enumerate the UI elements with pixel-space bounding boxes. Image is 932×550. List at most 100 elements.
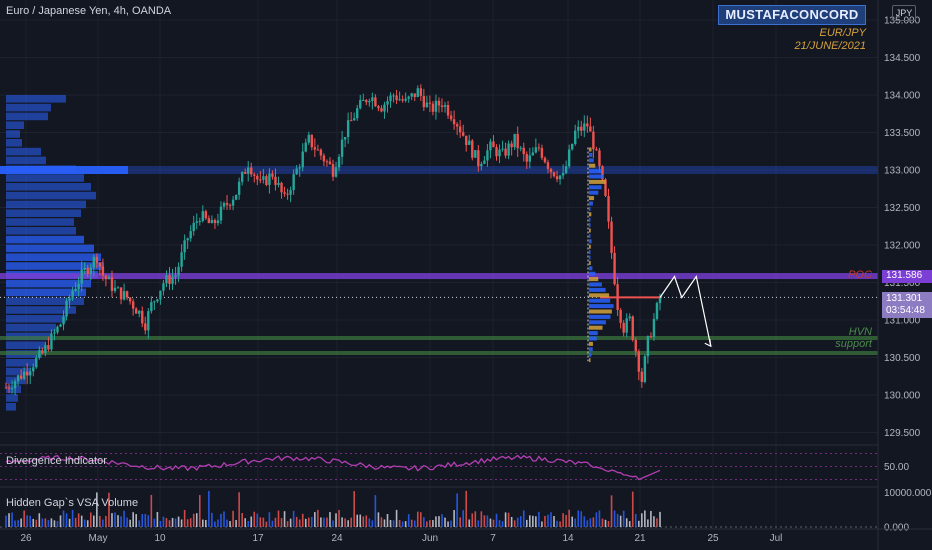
candle-body <box>250 167 253 175</box>
time-tick-label: 17 <box>252 533 264 544</box>
candle-body <box>555 176 559 180</box>
candle-body <box>498 149 501 157</box>
session-profile-bar <box>589 271 596 276</box>
candle-body <box>516 133 519 149</box>
time-tick-label: 21 <box>634 533 646 544</box>
volume-bar <box>150 494 153 527</box>
chart-title[interactable]: Euro / Japanese Yen, 4h, OANDA <box>6 5 172 17</box>
candle-body <box>286 193 289 195</box>
candle-body <box>328 161 332 165</box>
volume-bar <box>610 495 613 527</box>
volume-title[interactable]: Hidden Gap`s VSA Volume <box>6 497 139 509</box>
volume-bar <box>423 517 425 527</box>
candle-body <box>213 220 217 224</box>
volume-bar <box>541 521 543 527</box>
volume-bar <box>174 518 177 527</box>
volume-bar <box>344 518 346 527</box>
volume-bar <box>559 521 561 527</box>
volume-bar <box>89 512 92 527</box>
oscillator-title[interactable]: Divergence Indicator <box>6 455 107 467</box>
candle-body <box>62 316 65 325</box>
volume-bar <box>86 520 89 527</box>
projection-path <box>659 275 712 348</box>
candle-body <box>59 324 62 327</box>
candle-body <box>522 147 525 155</box>
volume-bar <box>171 517 174 527</box>
candle-body <box>77 283 80 289</box>
candle-body <box>89 267 92 274</box>
volume-bar <box>350 517 352 527</box>
candle-body <box>377 106 380 109</box>
candle-body <box>198 221 201 223</box>
volume-bar <box>195 513 198 527</box>
volume-bar <box>283 511 286 527</box>
volume-bar <box>326 517 328 527</box>
volume-bar <box>465 490 468 527</box>
candle-body <box>652 318 656 338</box>
profile-bar <box>6 394 18 402</box>
volume-bar <box>229 521 231 527</box>
candle-body <box>437 100 441 106</box>
volume-bar <box>238 492 240 527</box>
volume-bar <box>426 521 428 527</box>
time-tick-label: 7 <box>490 533 496 544</box>
volume-bar <box>368 518 371 527</box>
session-profile-bar <box>589 190 599 195</box>
candle-body <box>334 167 338 177</box>
candle-body <box>425 102 429 108</box>
volume-bar <box>616 513 619 527</box>
candle-body <box>352 118 356 121</box>
volume-bar <box>404 521 407 527</box>
volume-bar <box>59 515 62 527</box>
candle-body <box>446 105 450 116</box>
volume-bar <box>550 512 552 527</box>
candle-body <box>401 99 404 101</box>
volume-bar <box>277 510 280 527</box>
profile-bar <box>6 262 104 270</box>
volume-bar <box>77 513 80 527</box>
profile-bar <box>6 103 51 112</box>
volume-bar <box>410 519 413 527</box>
candle-body <box>29 371 32 376</box>
candle-body <box>180 252 183 267</box>
poc-price-label: 131.586 <box>882 270 932 283</box>
volume-bar <box>11 512 13 527</box>
candle-body <box>625 318 628 333</box>
volume-bar <box>362 516 365 527</box>
volume-bar <box>226 519 228 527</box>
session-profile-bar <box>589 179 606 184</box>
volume-bar <box>441 514 443 527</box>
profile-bar <box>6 156 46 165</box>
volume-bar <box>638 520 640 527</box>
candle-body <box>519 147 522 149</box>
time-tick-label: May <box>89 533 108 544</box>
candle-body <box>316 149 320 151</box>
candle-body <box>171 276 174 284</box>
volume-bar <box>292 510 295 527</box>
profile-bar <box>6 385 21 393</box>
volume-bar <box>111 513 113 527</box>
candle-body <box>574 130 577 144</box>
profile-bar <box>6 130 20 138</box>
candle-body <box>262 176 265 180</box>
candle-body <box>216 220 220 224</box>
candle-body <box>165 275 168 284</box>
support-zone <box>0 351 878 355</box>
candle-body <box>280 182 283 193</box>
candle-body <box>592 131 595 150</box>
candle-body <box>131 301 135 309</box>
volume-bar <box>613 510 616 527</box>
candle-body <box>195 221 198 223</box>
volume-bar <box>186 519 189 527</box>
profile-bar <box>6 112 48 121</box>
volume-bar <box>265 521 268 527</box>
currency-badge[interactable]: JPY <box>892 5 916 21</box>
price-tick-label: 131.000 <box>884 316 921 327</box>
price-axis[interactable]: 135.000 134.500 134.000 133.500 133.000 132.5… <box>884 16 932 534</box>
candle-body <box>383 104 386 112</box>
time-axis[interactable]: 26 May 10 17 24 Jun 7 14 21 25 Jul <box>20 533 782 544</box>
volume-bar <box>432 520 434 527</box>
profile-bar <box>6 139 22 147</box>
candle-body <box>156 299 159 302</box>
